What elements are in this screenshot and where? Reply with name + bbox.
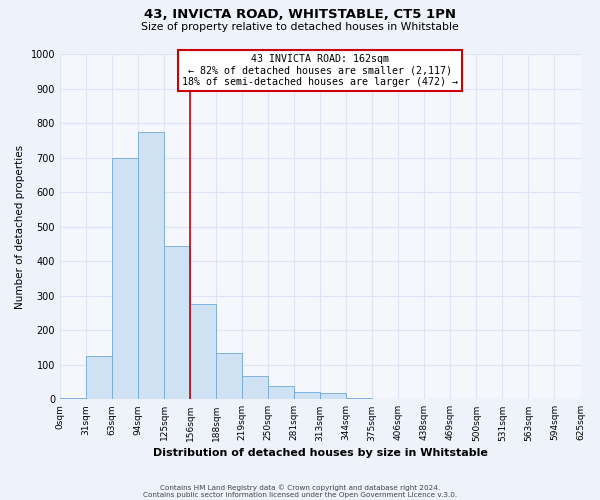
Bar — [268, 386, 294, 400]
Text: 43, INVICTA ROAD, WHITSTABLE, CT5 1PN: 43, INVICTA ROAD, WHITSTABLE, CT5 1PN — [144, 8, 456, 20]
Bar — [190, 304, 216, 400]
Bar — [294, 392, 320, 400]
Bar — [216, 352, 242, 400]
Bar — [60, 398, 86, 400]
Text: Size of property relative to detached houses in Whitstable: Size of property relative to detached ho… — [141, 22, 459, 32]
Bar — [164, 246, 190, 400]
Text: 43 INVICTA ROAD: 162sqm
← 82% of detached houses are smaller (2,117)
18% of semi: 43 INVICTA ROAD: 162sqm ← 82% of detache… — [182, 54, 458, 87]
X-axis label: Distribution of detached houses by size in Whitstable: Distribution of detached houses by size … — [153, 448, 488, 458]
Bar — [242, 376, 268, 400]
Bar — [86, 356, 112, 400]
Bar — [346, 398, 372, 400]
Text: Contains HM Land Registry data © Crown copyright and database right 2024.: Contains HM Land Registry data © Crown c… — [160, 484, 440, 491]
Y-axis label: Number of detached properties: Number of detached properties — [15, 144, 25, 308]
Bar — [138, 132, 164, 400]
Text: Contains public sector information licensed under the Open Government Licence v.: Contains public sector information licen… — [143, 492, 457, 498]
Bar — [112, 158, 138, 400]
Bar — [372, 398, 398, 400]
Bar — [320, 393, 346, 400]
